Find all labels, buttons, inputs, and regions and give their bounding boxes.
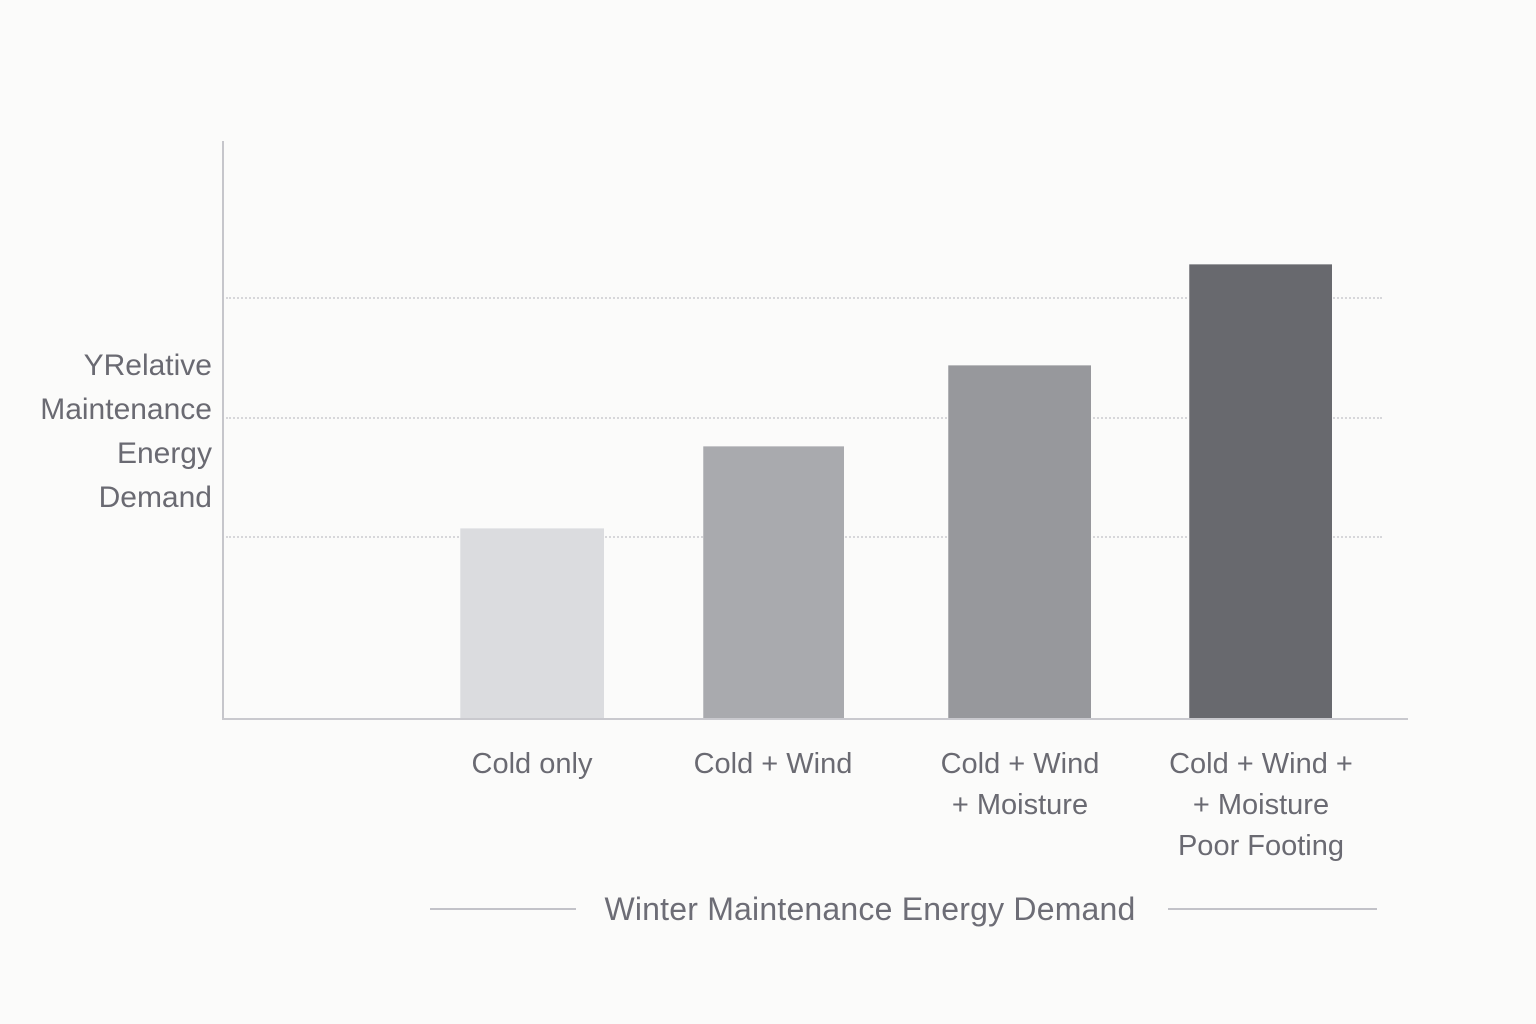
bar-2: [703, 446, 844, 718]
x-tick-label-line: + Moisture: [1192, 789, 1330, 821]
y-axis-line: [222, 141, 224, 719]
x-tick-label-1: Cold only: [372, 744, 692, 785]
x-tick-label-line: Cold + Wind: [940, 748, 1100, 780]
x-tick-label-line: Cold + Wind: [693, 748, 853, 780]
gridline: [226, 297, 1382, 299]
y-axis-label-line: Energy: [116, 437, 212, 470]
bar-4: [1189, 264, 1332, 718]
x-axis-line: [222, 718, 1408, 720]
y-axis-label-line: Demand: [98, 481, 212, 514]
y-axis-label-line: YRelative: [83, 349, 212, 382]
x-tick-label-4: Cold + Wind + + Moisture Poor Footing: [1101, 744, 1421, 867]
x-tick-label-line: Cold only: [471, 748, 593, 780]
y-axis-label-line: Maintenance: [40, 393, 212, 426]
y-axis-label: YRelative Maintenance Energy Demand: [20, 344, 212, 520]
x-tick-label-line: + Moisture: [951, 789, 1089, 821]
x-tick-label-line: Cold + Wind +: [1169, 748, 1353, 780]
chart-title: Winter Maintenance Energy Demand: [604, 891, 1136, 927]
x-tick-label-3: Cold + Wind + Moisture: [860, 744, 1180, 826]
x-tick-label-2: Cold + Wind: [613, 744, 933, 785]
footer-left-rule: [430, 908, 576, 910]
x-tick-label-line: Poor Footing: [1177, 830, 1345, 862]
bar-3: [948, 365, 1091, 718]
footer-right-rule: [1168, 908, 1377, 910]
gridline: [226, 417, 1382, 419]
bar-1: [460, 528, 604, 718]
